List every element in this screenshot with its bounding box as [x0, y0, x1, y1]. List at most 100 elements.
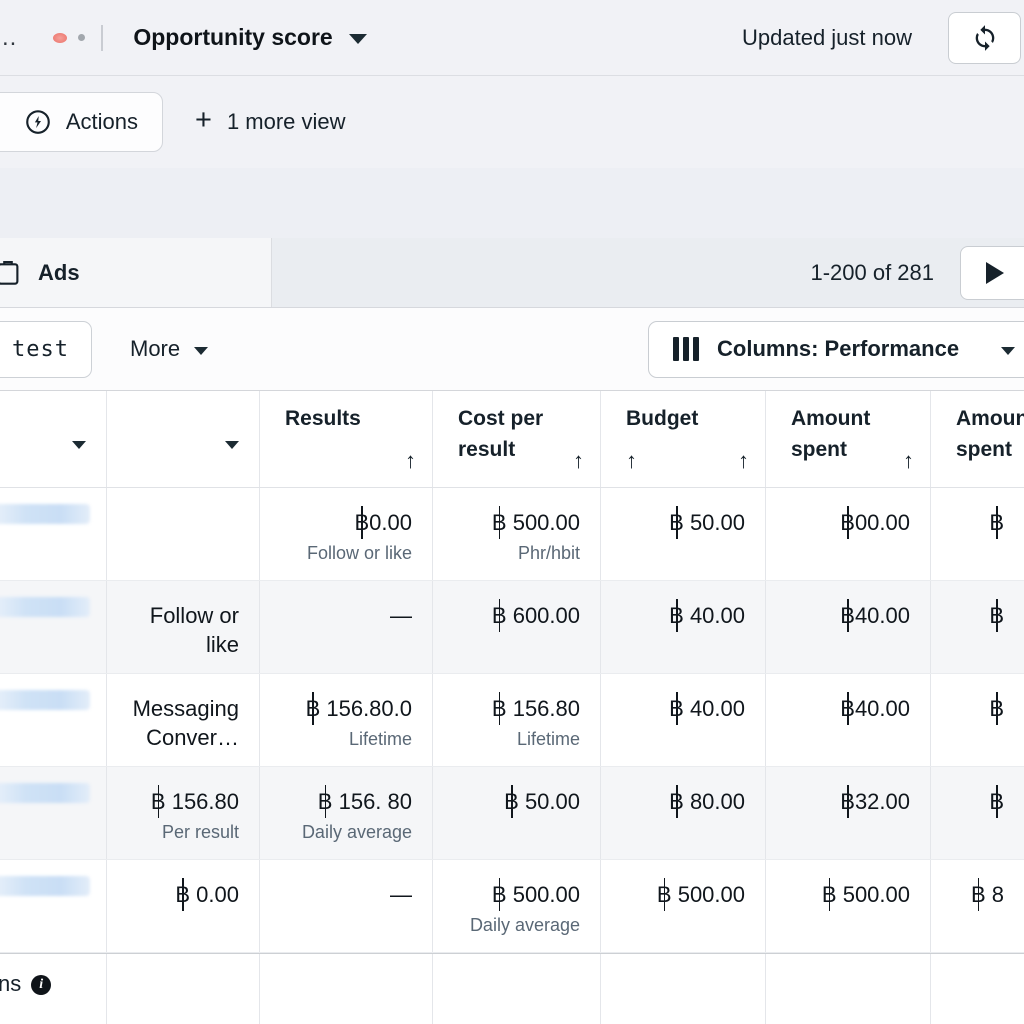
sort-up-icon[interactable]: ↑ — [405, 448, 416, 473]
ads-clipboard-icon — [0, 260, 19, 285]
cell-amount-spent: B 500.00 — [765, 860, 930, 952]
cell-value: Follow or like — [149, 603, 239, 657]
table-footer-row: ns i — [0, 953, 1024, 1024]
cell-value: B0.00 — [354, 506, 412, 539]
opportunity-score-label: Opportunity score — [133, 24, 333, 50]
actions-button[interactable]: Actions — [0, 92, 163, 152]
cell-results: B 156.80.0 Lifetime — [259, 674, 432, 766]
sort-up-icon[interactable]: ↑ — [573, 448, 584, 473]
cell-subtext: Follow or like — [306, 543, 412, 563]
cell-value: B 156.80 — [491, 692, 580, 725]
more-label: More — [130, 336, 181, 361]
cell-amount-spent-2: B — [930, 581, 1024, 673]
next-page-icon — [986, 261, 1004, 284]
add-view-label: 1 more view — [226, 109, 346, 134]
cell-value: B 156.80 — [150, 785, 239, 818]
add-view-button[interactable]: + 1 more view — [195, 104, 346, 137]
cell-value: B40.00 — [840, 692, 910, 725]
header-results-label: Results — [285, 407, 361, 430]
ads-table: Results ↑ Cost per result ↑ Budget ↑ ↑ A… — [0, 390, 1024, 1024]
cell-value: B 40.00 — [669, 599, 745, 632]
status-dot-red — [53, 32, 68, 43]
cell-value: Messaging Conver… — [132, 696, 239, 750]
cell-value: B 0.00 — [175, 878, 239, 911]
footer-cell — [600, 954, 765, 1024]
cell-value: B 40.00 — [669, 692, 745, 725]
cell-subtext: Phr/hbit — [517, 543, 580, 563]
next-page-button[interactable] — [960, 245, 1024, 300]
chevron-down-icon — [1001, 346, 1015, 355]
top-bar: .. Opportunity score Updated just now — [0, 0, 1024, 76]
header-amount-spent-2[interactable]: Amount spent — [930, 391, 1024, 487]
footer-cell — [432, 954, 600, 1024]
cell-cost-per-result: B 500.00 Phr/hbit — [432, 488, 600, 580]
redacted-ad-link[interactable] — [0, 876, 90, 896]
header-amount-spent[interactable]: Amount spent ↑ — [765, 391, 930, 487]
tabs-bar: Ads 1-200 of 281 — [0, 238, 1024, 308]
footer-summary-text: ns — [0, 971, 22, 996]
cell-ad-name — [0, 581, 106, 673]
topbar-right: Updated just now — [742, 11, 1024, 64]
redacted-ad-link[interactable] — [0, 597, 90, 617]
updated-status: Updated just now — [742, 24, 912, 50]
header-amount-spent-2-label: Amount spent — [956, 407, 1024, 461]
cell-value: — — [390, 603, 412, 628]
header-col-1[interactable] — [0, 391, 106, 487]
cell-ad-name — [0, 860, 106, 952]
refresh-button[interactable] — [948, 11, 1021, 64]
columns-dropdown[interactable]: Columns: Performance — [648, 320, 1024, 378]
truncated-breadcrumb: .. — [2, 23, 18, 51]
cell-results: B0.00 Follow or like — [259, 488, 432, 580]
header-col-2[interactable] — [106, 391, 259, 487]
cell-col2: B 156.80 Per result — [106, 767, 259, 859]
test-filter-button[interactable]: test — [0, 320, 92, 378]
cell-value: B 50.00 — [669, 506, 745, 539]
table-row: Messaging Conver… B 156.80.0 Lifetime B 1… — [0, 674, 1024, 767]
toolbar: test More Columns: Performance — [0, 308, 1024, 390]
cell-results: — — [259, 581, 432, 673]
header-cost-label: Cost per result — [458, 407, 544, 461]
cell-value: B — [989, 692, 1004, 725]
footer-cell — [765, 954, 930, 1024]
cell-value: B — [989, 506, 1004, 539]
table-row: Follow or like — B 600.00 B 40.00 B40.00… — [0, 581, 1024, 674]
sort-up-icon[interactable]: ↑ — [903, 448, 914, 473]
cell-amount-spent: B40.00 — [765, 581, 930, 673]
refresh-icon — [975, 24, 994, 51]
sort-up-icon[interactable]: ↑ — [738, 448, 749, 473]
redacted-ad-link[interactable] — [0, 504, 90, 524]
redacted-ad-link[interactable] — [0, 783, 90, 803]
cell-value: B32.00 — [840, 785, 910, 818]
cell-amount-spent-2: B — [930, 488, 1024, 580]
cell-cost-per-result: B 600.00 — [432, 581, 600, 673]
table-row: B 0.00 — B 500.00 Daily average B 500.00 … — [0, 860, 1024, 953]
cell-subtext: Daily average — [469, 915, 580, 935]
chevron-down-icon — [348, 34, 367, 44]
cell-subtext: Per result — [161, 822, 239, 842]
cell-cost-per-result: B 500.00 Daily average — [432, 860, 600, 952]
cell-budget: B 500.00 — [600, 860, 765, 952]
actions-label: Actions — [65, 109, 138, 134]
sort-up-icon[interactable]: ↑ — [626, 448, 637, 473]
cell-value: B 500.00 — [491, 878, 580, 911]
cell-col2: Follow or like — [106, 581, 259, 673]
chevron-down-icon[interactable] — [72, 441, 86, 449]
actions-icon — [26, 110, 50, 134]
footer-cell — [930, 954, 1024, 1024]
more-dropdown[interactable]: More — [130, 336, 209, 362]
cell-value: B 156. 80 — [317, 785, 412, 818]
cell-value: — — [390, 882, 412, 907]
table-header-row: Results ↑ Cost per result ↑ Budget ↑ ↑ A… — [0, 391, 1024, 488]
info-icon[interactable]: i — [31, 975, 52, 995]
cell-col2: Messaging Conver… — [106, 674, 259, 766]
cell-ad-name — [0, 488, 106, 580]
header-budget[interactable]: Budget ↑ ↑ — [600, 391, 765, 487]
redacted-ad-link[interactable] — [0, 690, 90, 710]
header-results[interactable]: Results ↑ — [259, 391, 432, 487]
tab-ads[interactable]: Ads — [0, 238, 272, 307]
footer-summary-cell: ns i — [0, 954, 106, 1024]
header-cost-per-result[interactable]: Cost per result ↑ — [432, 391, 600, 487]
cell-col2: B 0.00 — [106, 860, 259, 952]
chevron-down-icon[interactable] — [225, 441, 239, 449]
opportunity-score-dropdown[interactable]: Opportunity score — [133, 24, 367, 51]
